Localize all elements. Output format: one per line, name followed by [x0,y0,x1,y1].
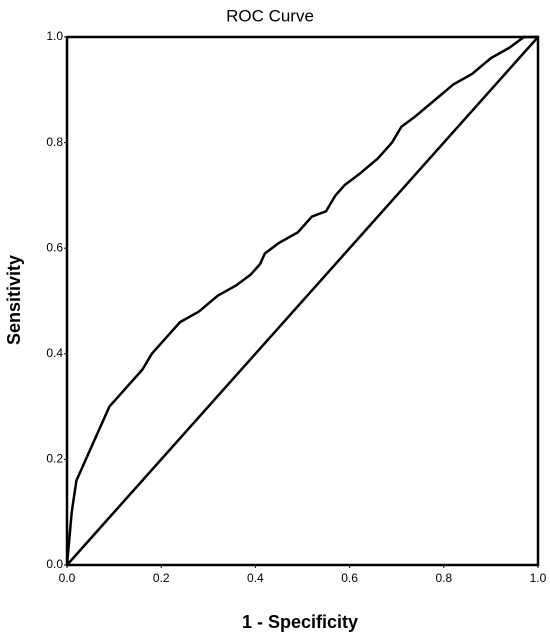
plot-frame [65,35,540,567]
y-axis-label: Sensitivity [4,255,24,345]
y-tick-label: 0.8 [46,135,63,149]
x-tick-label: 0.4 [247,571,264,585]
x-axis-label: 1 - Specificity [242,612,358,632]
x-tick-label: 1.0 [530,571,547,585]
x-tick-label: 0.2 [153,571,170,585]
y-tick-label: 0.6 [46,240,63,254]
roc-line [66,36,539,566]
x-tick-label: 0.8 [435,571,452,585]
chart-title: ROC Curve [226,6,314,25]
x-tick-label: 0.6 [341,571,358,585]
y-tick-label: 0.0 [46,557,63,571]
y-tick-label: 1.0 [46,29,63,43]
y-tick-label: 0.4 [46,346,63,360]
roc-line [65,35,538,566]
y-tick-label: 0.2 [46,452,63,466]
x-tick-label: 0.0 [59,571,76,585]
